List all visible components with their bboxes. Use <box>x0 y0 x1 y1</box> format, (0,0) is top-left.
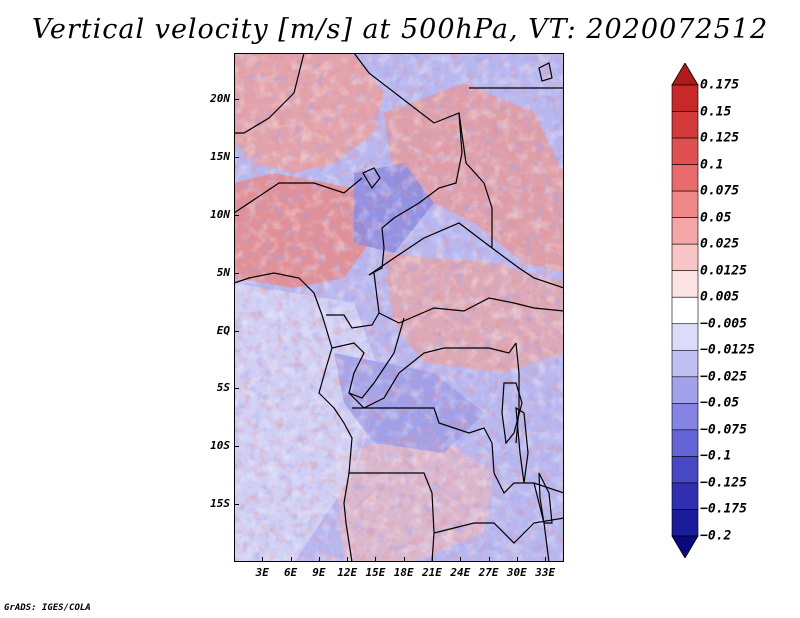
colorbar: 0.175 0.15 0.125 0.1 0.075 0.05 0.025 0.0125 0.0… <box>670 62 800 559</box>
lat-tick-label: 10N <box>210 207 230 221</box>
colorbar-segment <box>671 137 699 165</box>
lat-tick-label: 15S <box>210 497 230 511</box>
colorbar-label: 0.175 <box>700 77 740 93</box>
colorbar-label: 0.075 <box>700 183 740 199</box>
map-canvas <box>234 53 564 562</box>
lat-tick-mark <box>234 388 239 390</box>
colorbar-scale <box>671 62 699 559</box>
colorbar-label: −0.025 <box>700 369 747 385</box>
lon-tick-mark <box>516 557 518 562</box>
colorbar-segment <box>671 217 699 245</box>
field-noise-white <box>234 53 564 562</box>
colorbar-segment <box>671 243 699 272</box>
lon-tick-mark <box>460 557 462 562</box>
lat-tick-label: EQ <box>216 323 230 337</box>
lon-tick-mark <box>432 557 433 562</box>
lake-victoria-like <box>501 382 523 445</box>
colorbar-segment <box>671 509 699 537</box>
lon-tick-mark <box>290 557 292 562</box>
lon-tick-label: 21E <box>422 566 442 579</box>
colorbar-segment <box>671 429 699 457</box>
lat-tick-mark <box>234 446 239 448</box>
colorbar-label: 0.1 <box>700 157 724 173</box>
colorbar-label: −0.05 <box>700 395 740 411</box>
lat-tick-mark <box>234 272 239 274</box>
map-border <box>234 53 564 562</box>
colorbar-label: −0.0125 <box>700 342 755 358</box>
colorbar-label: 0.005 <box>700 289 740 305</box>
lon-tick-label: 27E <box>478 566 499 579</box>
lat-tick-label: 5N <box>216 265 230 279</box>
colorbar-label: −0.125 <box>700 475 747 491</box>
colorbar-segment <box>671 323 699 351</box>
lat-tick-label: 10S <box>210 439 230 453</box>
lat-tick-label: 20N <box>210 92 230 106</box>
colorbar-segment <box>671 190 699 218</box>
colorbar-segment <box>671 403 699 431</box>
lon-tick-mark <box>403 557 405 562</box>
lat-tick-label: 15N <box>210 150 230 164</box>
colorbar-segment <box>671 111 699 139</box>
lon-tick-mark <box>375 557 377 562</box>
colorbar-label: −0.005 <box>700 316 747 332</box>
colorbar-segment <box>671 376 699 404</box>
colorbar-top-arrow <box>671 62 699 86</box>
colorbar-segment <box>671 84 699 112</box>
lat-tick-mark <box>234 330 239 332</box>
lake-malawi-like <box>538 472 553 524</box>
colorbar-label: −0.1 <box>700 448 732 464</box>
lon-tick-label: 30E <box>506 566 527 579</box>
colorbar-segment <box>671 349 699 378</box>
colorbar-label: 0.15 <box>700 104 732 120</box>
colorbar-segment <box>671 270 699 298</box>
lon-tick-mark <box>262 557 264 562</box>
colorbar-label: −0.175 <box>700 501 747 517</box>
lon-tick-label: 15E <box>365 566 386 579</box>
lat-tick-mark <box>234 214 239 216</box>
colorbar-segment <box>671 164 699 192</box>
lon-tick-mark <box>488 557 490 562</box>
colorbar-bottom-arrow <box>671 535 699 559</box>
lon-tick-label: 3E <box>255 566 269 579</box>
colorbar-segment <box>671 456 699 484</box>
colorbar-label: −0.075 <box>700 422 747 438</box>
lon-tick-label: 12E <box>337 566 358 579</box>
lake-tanganyika-like <box>515 406 529 484</box>
colorbar-label: 0.05 <box>700 210 732 226</box>
lat-tick-mark <box>234 157 239 159</box>
colorbar-label: 0.025 <box>700 236 740 252</box>
lon-tick-label: 6E <box>283 566 298 579</box>
colorbar-label: 0.125 <box>700 130 740 146</box>
velocity-map <box>234 53 564 562</box>
colorbar-label: −0.2 <box>700 528 732 544</box>
lon-tick-label: 33E <box>535 566 556 579</box>
colorbar-segment <box>671 482 699 510</box>
colorbar-segment <box>671 296 699 325</box>
lat-tick-label: 5S <box>216 381 230 395</box>
lon-tick-label: 24E <box>450 566 471 579</box>
country-borders <box>234 53 564 562</box>
lon-tick-label: 9E <box>312 566 326 579</box>
west-coastline <box>234 272 353 562</box>
lon-tick-mark <box>318 557 320 562</box>
map-title: Vertical velocity [m/s] at 500hPa, VT: 2… <box>31 14 769 45</box>
lon-tick-mark <box>545 557 547 562</box>
colorbar-label: 0.0125 <box>700 263 747 279</box>
lake-chad-like <box>362 167 381 190</box>
footer-credit: GrADS: IGES/COLA <box>4 603 91 613</box>
lon-tick-label: 18E <box>393 566 414 579</box>
lat-tick-mark <box>234 99 239 101</box>
lat-tick-mark <box>234 504 239 506</box>
lon-tick-mark <box>347 557 349 562</box>
